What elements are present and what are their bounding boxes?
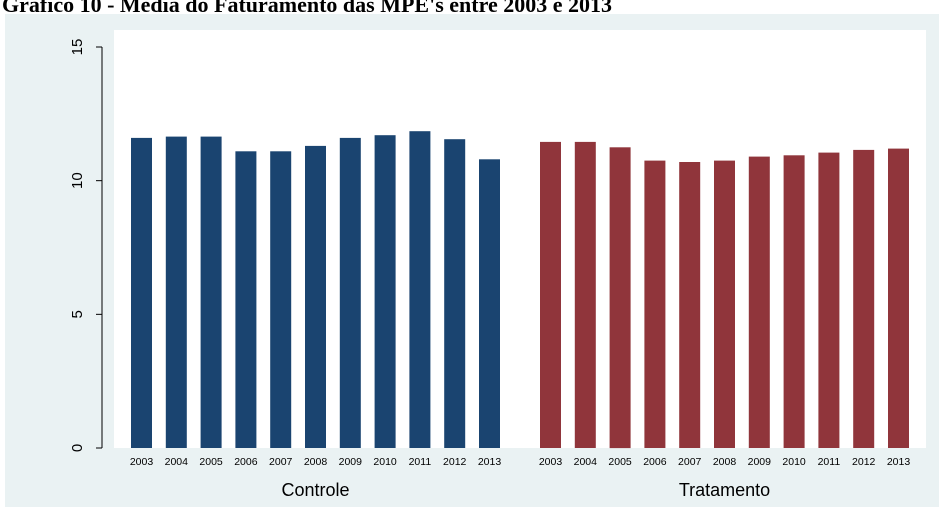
y-tick-label: 0	[69, 444, 86, 452]
x-year-label: 2010	[373, 456, 397, 468]
bar-controle-2003	[131, 137, 152, 448]
bar-controle-2012	[444, 139, 466, 448]
bar-tratamento-2006	[644, 160, 666, 448]
y-tick-label: 10	[69, 172, 86, 189]
bar-controle-2004	[165, 136, 187, 448]
x-year-label: 2009	[339, 456, 363, 468]
group-label-tratamento: Tratamento	[679, 480, 770, 500]
bar-controle-2008	[305, 145, 326, 448]
x-year-label: 2005	[199, 456, 223, 468]
x-year-label: 2004	[574, 456, 598, 468]
bar-tratamento-2012	[853, 149, 875, 448]
bar-tratamento-2009	[748, 156, 770, 448]
x-year-label: 2006	[234, 456, 258, 468]
x-year-label: 2012	[852, 456, 876, 468]
x-year-label: 2007	[269, 456, 293, 468]
bar-tratamento-2011	[818, 152, 840, 448]
bar-controle-2010	[374, 135, 396, 448]
x-year-label: 2006	[643, 456, 667, 468]
bar-tratamento-2005	[609, 147, 631, 449]
bar-tratamento-2007	[679, 162, 701, 448]
x-year-label: 2004	[165, 456, 189, 468]
bars-group	[131, 131, 909, 449]
bar-controle-2005	[200, 136, 222, 448]
bar-tratamento-2010	[783, 155, 805, 449]
y-axis: 0 5 10 15	[69, 39, 102, 452]
group-label-controle: Controle	[281, 480, 349, 500]
x-year-label: 2007	[678, 456, 702, 468]
x-year-label: 2012	[443, 456, 467, 468]
y-tick-label: 5	[69, 310, 86, 318]
x-axis-labels: 2003 2004 2005 2006 2007 2008 2009 2010 2011 2012…	[130, 456, 911, 500]
x-year-label: 2011	[818, 456, 841, 468]
bar-controle-2009	[339, 137, 361, 448]
bar-tratamento-2004	[574, 141, 596, 448]
x-year-label: 2008	[713, 456, 737, 468]
x-year-label: 2011	[409, 456, 432, 468]
bar-tratamento-2008	[714, 160, 735, 448]
bar-tratamento-2003	[540, 141, 561, 448]
x-year-label: 2008	[304, 456, 328, 468]
y-tick-label: 15	[69, 39, 86, 56]
bar-tratamento-2013	[888, 148, 909, 448]
x-year-label: 2005	[608, 456, 632, 468]
x-year-label: 2013	[887, 456, 911, 468]
x-year-label: 2010	[782, 456, 806, 468]
bar-controle-2007	[270, 151, 292, 449]
bar-controle-2006	[235, 151, 257, 449]
bar-controle-2013	[479, 159, 500, 449]
chart-title: Gráfico 10 - Média do Faturamento das MP…	[2, 0, 613, 17]
x-year-label: 2003	[539, 456, 563, 468]
x-year-label: 2003	[130, 456, 154, 468]
x-year-label: 2013	[478, 456, 502, 468]
x-year-label: 2009	[748, 456, 772, 468]
bar-controle-2011	[409, 131, 431, 448]
